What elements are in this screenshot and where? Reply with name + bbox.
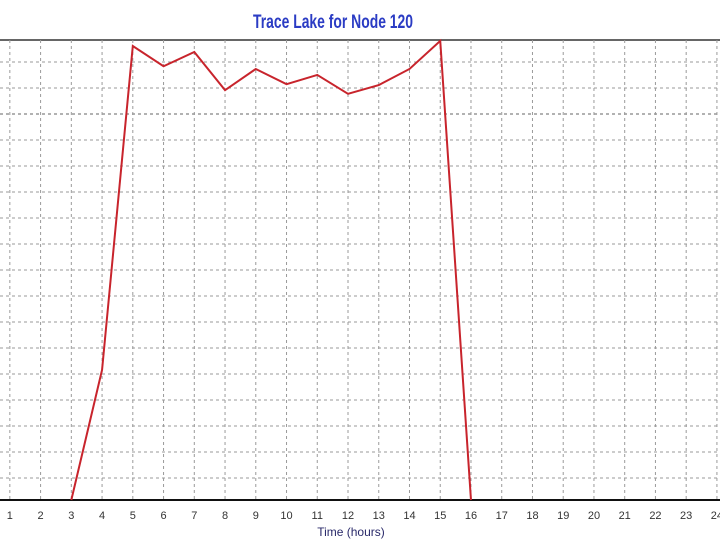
x-tick-label: 10: [280, 510, 292, 522]
x-tick-label: 2: [38, 510, 44, 522]
x-tick-label: 23: [680, 510, 692, 522]
x-tick-label: 9: [253, 510, 259, 522]
x-tick-label: 13: [373, 510, 385, 522]
x-tick-label: 7: [191, 510, 197, 522]
x-tick-label: 16: [465, 510, 477, 522]
x-tick-label: 17: [496, 510, 508, 522]
x-tick-label: 24: [711, 510, 720, 522]
x-tick-label: 1: [7, 510, 13, 522]
x-tick-label: 14: [403, 510, 415, 522]
x-tick-label: 6: [160, 510, 166, 522]
x-tick-label: 22: [649, 510, 661, 522]
x-tick-label: 18: [526, 510, 538, 522]
x-tick-label: 19: [557, 510, 569, 522]
data-line: [70, 38, 472, 501]
x-tick-label: 20: [588, 510, 600, 522]
x-tick-label: 8: [222, 510, 228, 522]
x-tick-label: 12: [342, 510, 354, 522]
x-tick-label: 3: [68, 510, 74, 522]
chart-title: Trace Lake for Node 120: [253, 12, 413, 33]
x-tick-label: 15: [434, 510, 446, 522]
x-tick-label: 4: [99, 510, 105, 522]
x-tick-label: 11: [312, 510, 323, 522]
x-tick-label: 21: [619, 510, 631, 522]
x-tick-label: 5: [130, 510, 136, 522]
x-axis-label: Time (hours): [317, 525, 385, 539]
